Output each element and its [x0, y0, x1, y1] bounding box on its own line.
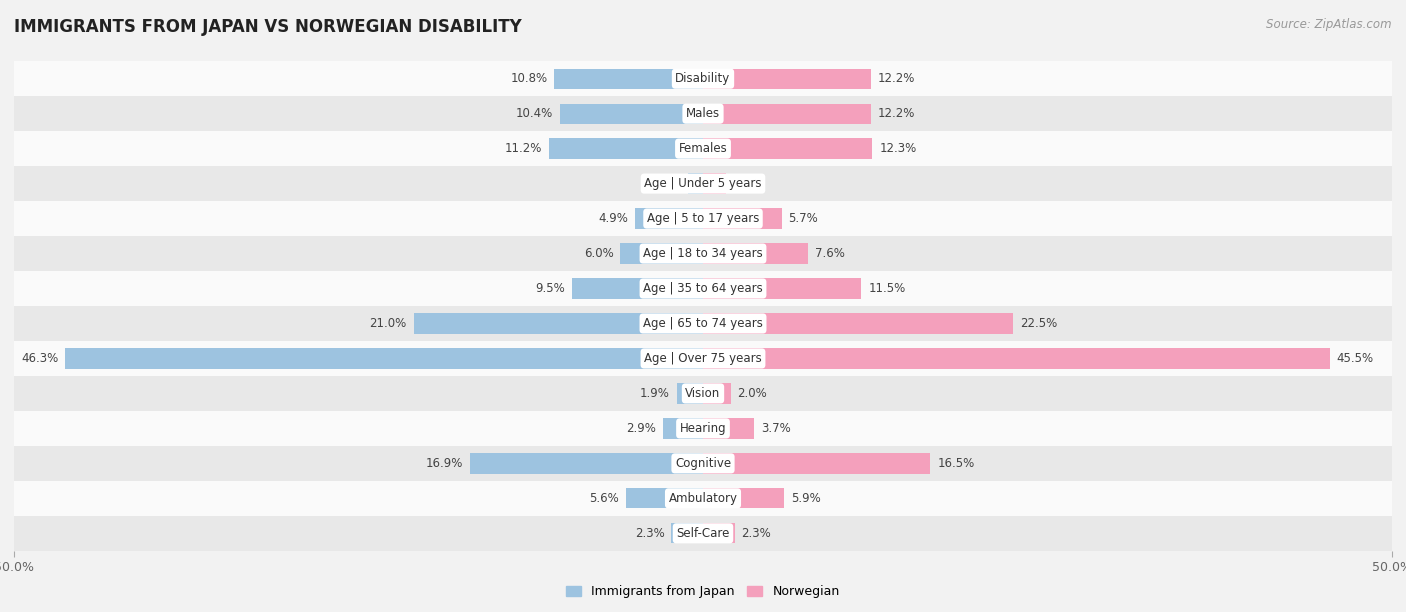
Bar — [413, 313, 703, 334]
Text: 2.3%: 2.3% — [741, 527, 772, 540]
Text: 12.2%: 12.2% — [877, 107, 915, 120]
Text: 22.5%: 22.5% — [1019, 317, 1057, 330]
Text: Cognitive: Cognitive — [675, 457, 731, 470]
Bar — [703, 488, 785, 509]
Text: 5.7%: 5.7% — [789, 212, 818, 225]
Bar — [14, 61, 1392, 96]
Text: 2.0%: 2.0% — [738, 387, 768, 400]
Text: 3.7%: 3.7% — [761, 422, 790, 435]
Bar — [703, 453, 931, 474]
Text: 1.9%: 1.9% — [640, 387, 669, 400]
Text: 10.4%: 10.4% — [516, 107, 553, 120]
Bar — [703, 418, 754, 439]
Bar — [671, 523, 703, 543]
Text: IMMIGRANTS FROM JAPAN VS NORWEGIAN DISABILITY: IMMIGRANTS FROM JAPAN VS NORWEGIAN DISAB… — [14, 18, 522, 36]
Bar — [664, 418, 703, 439]
Text: 16.5%: 16.5% — [938, 457, 974, 470]
Bar — [14, 271, 1392, 306]
Legend: Immigrants from Japan, Norwegian: Immigrants from Japan, Norwegian — [561, 580, 845, 603]
Bar — [14, 96, 1392, 131]
Bar — [703, 348, 1330, 368]
Bar — [703, 523, 735, 543]
Text: 5.9%: 5.9% — [792, 492, 821, 505]
Bar — [703, 313, 1012, 334]
Text: 1.1%: 1.1% — [651, 177, 681, 190]
Text: 6.0%: 6.0% — [583, 247, 613, 260]
Bar — [554, 69, 703, 89]
Bar — [14, 376, 1392, 411]
Bar — [703, 278, 862, 299]
Bar — [14, 306, 1392, 341]
Text: 2.3%: 2.3% — [634, 527, 665, 540]
Text: 1.7%: 1.7% — [734, 177, 763, 190]
Text: 5.6%: 5.6% — [589, 492, 619, 505]
Text: Age | 18 to 34 years: Age | 18 to 34 years — [643, 247, 763, 260]
Bar — [470, 453, 703, 474]
Bar — [65, 348, 703, 368]
Text: 21.0%: 21.0% — [370, 317, 406, 330]
Bar — [703, 173, 727, 194]
Bar — [560, 103, 703, 124]
Bar — [14, 481, 1392, 516]
Bar — [14, 411, 1392, 446]
Bar — [14, 166, 1392, 201]
Text: Self-Care: Self-Care — [676, 527, 730, 540]
Text: 16.9%: 16.9% — [426, 457, 463, 470]
Text: Age | Over 75 years: Age | Over 75 years — [644, 352, 762, 365]
Text: 10.8%: 10.8% — [510, 72, 547, 85]
Text: 11.5%: 11.5% — [869, 282, 905, 295]
Bar — [703, 103, 872, 124]
Text: Males: Males — [686, 107, 720, 120]
Bar — [636, 209, 703, 229]
Text: 4.9%: 4.9% — [599, 212, 628, 225]
Bar — [703, 138, 873, 159]
Bar — [572, 278, 703, 299]
Text: Ambulatory: Ambulatory — [668, 492, 738, 505]
Bar — [626, 488, 703, 509]
Text: Age | 35 to 64 years: Age | 35 to 64 years — [643, 282, 763, 295]
Bar — [676, 383, 703, 403]
Text: 9.5%: 9.5% — [536, 282, 565, 295]
Bar — [14, 516, 1392, 551]
Bar — [14, 201, 1392, 236]
Text: Disability: Disability — [675, 72, 731, 85]
Bar — [620, 244, 703, 264]
Bar — [703, 69, 872, 89]
Bar — [14, 341, 1392, 376]
Text: 12.2%: 12.2% — [877, 72, 915, 85]
Bar — [703, 383, 731, 403]
Bar — [703, 209, 782, 229]
Text: 12.3%: 12.3% — [879, 142, 917, 155]
Bar — [14, 236, 1392, 271]
Text: Source: ZipAtlas.com: Source: ZipAtlas.com — [1267, 18, 1392, 31]
Text: 46.3%: 46.3% — [21, 352, 58, 365]
Bar — [703, 244, 807, 264]
Text: 11.2%: 11.2% — [505, 142, 541, 155]
Bar — [548, 138, 703, 159]
Text: Age | 5 to 17 years: Age | 5 to 17 years — [647, 212, 759, 225]
Text: 45.5%: 45.5% — [1337, 352, 1374, 365]
Text: Age | Under 5 years: Age | Under 5 years — [644, 177, 762, 190]
Text: 7.6%: 7.6% — [814, 247, 845, 260]
Text: Vision: Vision — [685, 387, 721, 400]
Text: Age | 65 to 74 years: Age | 65 to 74 years — [643, 317, 763, 330]
Bar — [14, 131, 1392, 166]
Text: Females: Females — [679, 142, 727, 155]
Text: 2.9%: 2.9% — [626, 422, 657, 435]
Bar — [14, 446, 1392, 481]
Bar — [688, 173, 703, 194]
Text: Hearing: Hearing — [679, 422, 727, 435]
